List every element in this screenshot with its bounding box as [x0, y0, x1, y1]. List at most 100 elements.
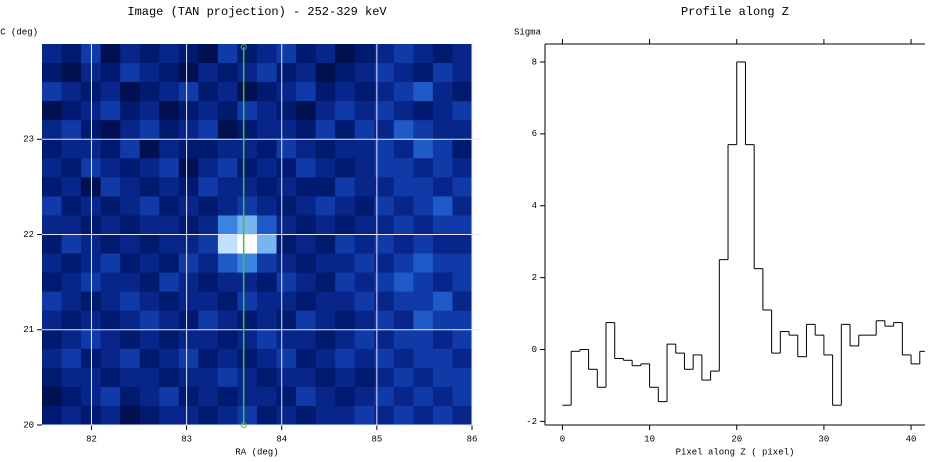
y-tick-label: 4: [532, 201, 537, 211]
heatmap-cell: [198, 406, 218, 426]
heatmap-cell: [394, 101, 414, 121]
heatmap-cell: [355, 63, 375, 83]
heatmap-cell: [452, 311, 472, 331]
heatmap-cell: [452, 101, 472, 121]
heatmap-cell: [277, 158, 297, 178]
heatmap-cell: [140, 101, 160, 121]
heatmap-cell: [120, 63, 140, 83]
heatmap-cell: [179, 139, 199, 159]
heatmap-cell: [42, 292, 62, 312]
heatmap-cell: [257, 235, 277, 255]
heatmap-cell: [120, 292, 140, 312]
heatmap-cell: [101, 63, 121, 83]
heatmap-cell: [62, 235, 82, 255]
heatmap-cell: [394, 349, 414, 369]
heatmap-cell: [257, 254, 277, 274]
heatmap-cell: [296, 387, 316, 407]
heatmap-cell: [433, 139, 453, 159]
heatmap-cell: [218, 273, 238, 293]
heatmap-cell: [355, 273, 375, 293]
heatmap-cell: [218, 349, 238, 369]
heatmap-cell: [101, 196, 121, 216]
heatmap-cell: [101, 406, 121, 426]
heatmap-cell: [355, 406, 375, 426]
heatmap-cell: [140, 311, 160, 331]
heatmap-cell: [218, 139, 238, 159]
heatmap-cell: [296, 292, 316, 312]
heatmap-cell: [257, 273, 277, 293]
heatmap-cell: [257, 82, 277, 102]
heatmap-cell: [433, 349, 453, 369]
heatmap-cell: [413, 120, 433, 140]
heatmap-cell: [140, 63, 160, 83]
heatmap-cell: [42, 82, 62, 102]
heatmap-cell: [433, 387, 453, 407]
heatmap-cell: [42, 44, 62, 64]
heatmap-cell: [140, 44, 160, 64]
heatmap-cell: [355, 177, 375, 197]
heatmap-cell: [335, 177, 355, 197]
heatmap-cell: [101, 387, 121, 407]
heatmap-cell: [62, 215, 82, 235]
heatmap-cell: [120, 235, 140, 255]
heatmap-cell: [355, 311, 375, 331]
heatmap-cell: [179, 235, 199, 255]
x-tick-label: 10: [644, 434, 655, 444]
heatmap-cell: [237, 101, 257, 121]
heatmap-cell: [355, 349, 375, 369]
heatmap-cell: [257, 177, 277, 197]
heatmap-cell: [335, 215, 355, 235]
heatmap-cell: [335, 330, 355, 350]
heatmap-cell: [257, 330, 277, 350]
heatmap-cell: [179, 349, 199, 369]
heatmap-cell: [394, 44, 414, 64]
heatmap-cell: [433, 177, 453, 197]
heatmap-cell: [413, 406, 433, 426]
heatmap-cell: [120, 120, 140, 140]
heatmap-cell: [335, 63, 355, 83]
heatmap-cell: [433, 158, 453, 178]
heatmap-cell: [335, 120, 355, 140]
heatmap-cell: [218, 235, 238, 255]
heatmap-cell: [433, 101, 453, 121]
heatmap-cell: [140, 292, 160, 312]
heatmap-cell: [355, 158, 375, 178]
heatmap-cell: [159, 349, 179, 369]
heatmap-cell: [198, 330, 218, 350]
heatmap-cell: [277, 330, 297, 350]
heatmap-cell: [433, 368, 453, 388]
heatmap-cell: [277, 63, 297, 83]
x-tick-label: 20: [731, 434, 742, 444]
heatmap-cell: [179, 292, 199, 312]
heatmap-cell: [257, 196, 277, 216]
heatmap-cell: [433, 406, 453, 426]
heatmap-cell: [218, 387, 238, 407]
heatmap-cell: [316, 349, 336, 369]
x-axis-label: Pixel along Z ( pixel): [676, 447, 795, 457]
heatmap-cell: [413, 387, 433, 407]
x-tick-label: 83: [181, 434, 192, 444]
heatmap-cell: [394, 82, 414, 102]
heatmap-cell: [355, 254, 375, 274]
heatmap-cell: [42, 368, 62, 388]
heatmap-cell: [296, 158, 316, 178]
heatmap-cell: [335, 311, 355, 331]
heatmap-cell: [159, 82, 179, 102]
heatmap-cell: [198, 349, 218, 369]
heatmap-cell: [433, 196, 453, 216]
heatmap-cell: [394, 311, 414, 331]
heatmap-cell: [159, 368, 179, 388]
heatmap-cell: [62, 120, 82, 140]
heatmap-cell: [179, 254, 199, 274]
heatmap-cell: [101, 177, 121, 197]
heatmap-cell: [394, 158, 414, 178]
heatmap-cell: [316, 292, 336, 312]
heatmap-cell: [394, 215, 414, 235]
heatmap-cell: [433, 235, 453, 255]
heatmap-cell: [355, 120, 375, 140]
heatmap-cell: [413, 63, 433, 83]
heatmap-cell: [62, 254, 82, 274]
heatmap-cell: [101, 349, 121, 369]
heatmap-cell: [62, 101, 82, 121]
heatmap-cell: [62, 330, 82, 350]
